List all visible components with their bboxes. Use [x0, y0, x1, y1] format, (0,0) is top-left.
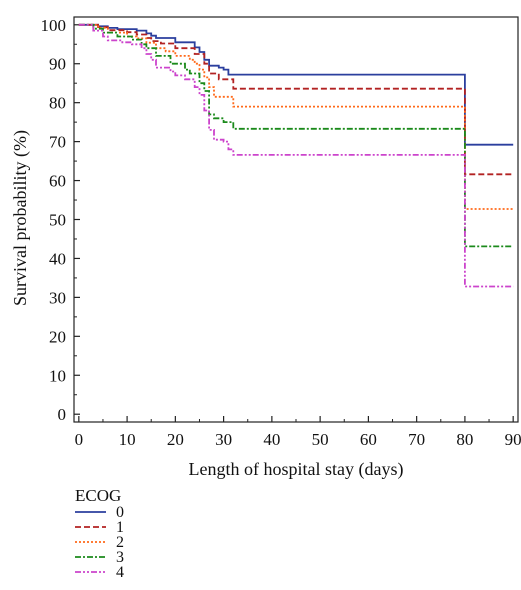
- y-tick-label: 90: [49, 55, 66, 74]
- y-tick-label: 40: [49, 249, 66, 268]
- y-tick-label: 30: [49, 288, 66, 307]
- y-tick-label: 50: [49, 211, 66, 230]
- x-tick-label: 60: [360, 430, 377, 449]
- x-axis: 0 10 20 30 40 50 60 70 80 90: [75, 416, 521, 449]
- y-tick-label: 60: [49, 172, 66, 191]
- y-axis: 0 10 20 30 40 50 60 70 80 90 100: [41, 16, 80, 424]
- series-line-ecog-4: [78, 23, 514, 288]
- x-tick-label: 90: [505, 430, 521, 449]
- series-line-ecog-1: [78, 23, 514, 176]
- y-tick-label: 20: [49, 327, 66, 346]
- y-tick-label: 0: [58, 405, 67, 424]
- y-tick-label: 10: [49, 366, 66, 385]
- legend-label-ecog-3: 3: [116, 549, 124, 566]
- x-axis-label: Length of hospital stay (days): [189, 459, 404, 480]
- y-tick-label: 100: [41, 16, 67, 35]
- x-tick-label: 80: [456, 430, 473, 449]
- x-tick-label: 10: [119, 430, 136, 449]
- legend-label-ecog-2: 2: [116, 534, 124, 551]
- y-tick-label: 70: [49, 133, 66, 152]
- x-tick-label: 0: [75, 430, 84, 449]
- series-line-ecog-2: [78, 23, 514, 210]
- x-tick-label: 40: [263, 430, 280, 449]
- x-tick-label: 50: [312, 430, 329, 449]
- series-line-ecog-0: [78, 23, 514, 146]
- y-axis-label: Survival probability (%): [10, 130, 31, 306]
- y-tick-label: 80: [49, 94, 66, 113]
- x-tick-label: 30: [215, 430, 232, 449]
- plot-frame: [73, 16, 519, 423]
- series-layer: [78, 23, 514, 288]
- series-line-ecog-3: [78, 23, 514, 248]
- x-tick-label: 20: [167, 430, 184, 449]
- legend-label-ecog-4: 4: [116, 564, 124, 581]
- x-tick-label: 70: [408, 430, 425, 449]
- legend-label-ecog-0: 0: [116, 504, 124, 521]
- legend-title: ECOG: [75, 486, 121, 505]
- legend-label-ecog-1: 1: [116, 519, 124, 536]
